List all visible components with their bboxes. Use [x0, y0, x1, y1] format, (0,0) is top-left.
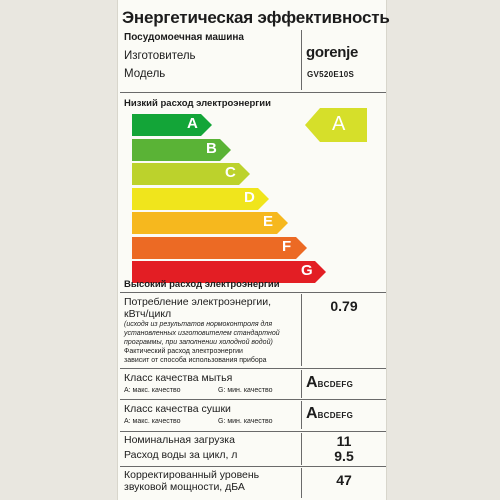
- washing-class: ABCDEFG: [306, 374, 353, 392]
- consumption-note-4: Фактический расход электроэнергии: [124, 348, 243, 355]
- energy-class-d-bar: D: [132, 187, 269, 210]
- consumption-note-3: программы, при заполнении холодной водой…: [124, 339, 273, 346]
- model-label: Модель: [124, 68, 166, 80]
- energy-class-c-bar: C: [132, 163, 250, 185]
- consumption-note-5: зависит от способа использования прибора: [124, 357, 267, 364]
- drying-rule: [120, 431, 386, 432]
- energy-class-letter: A: [187, 115, 198, 132]
- label-title: Энергетическая эффективность: [122, 8, 390, 27]
- capacity-value: 11: [336, 433, 352, 449]
- model-number: GV520E10S: [307, 70, 355, 79]
- washing-class-letter: A: [306, 374, 318, 391]
- energy-class-f-bar: F: [132, 236, 307, 259]
- washing-min-quality: G: мин. качество: [218, 387, 273, 394]
- rating-pointer: A: [305, 108, 367, 142]
- energy-class-g-bar: G: [132, 261, 326, 283]
- drying-divider: [301, 401, 302, 429]
- consumption-value: 0.79: [330, 298, 358, 314]
- energy-class-letter: D: [244, 188, 255, 206]
- washing-class-scale: BCDEFG: [317, 380, 354, 389]
- washing-divider: [301, 370, 302, 398]
- drying-class: ABCDEFG: [306, 405, 353, 423]
- energy-class-a-shape: [132, 114, 212, 136]
- noise-label-2: звуковой мощности, дБА: [124, 481, 245, 493]
- consumption-label-1: Потребление электроэнергии,: [124, 296, 272, 308]
- appliance-type: Посудомоечная машина: [124, 32, 244, 43]
- low-consumption-label: Низкий расход электроэнергии: [124, 98, 271, 109]
- rating-letter: A: [332, 113, 346, 135]
- brand-name: gorenje: [306, 44, 359, 61]
- energy-class-g-shape: [132, 261, 326, 283]
- energy-class-letter: C: [225, 164, 236, 181]
- energy-class-letter: B: [206, 139, 217, 157]
- energy-class-e-shape: [132, 212, 288, 234]
- energy-class-b-shape: [132, 138, 231, 161]
- energy-class-d-shape: [132, 187, 269, 210]
- header-divider: [301, 30, 302, 90]
- consumption-rule: [120, 368, 386, 369]
- consumption-note-2: установленных изготовителем стандартной: [124, 330, 280, 337]
- water-label: Расход воды за цикл, л: [124, 449, 238, 461]
- energy-class-e-bar: E: [132, 212, 288, 234]
- capacity-divider: [301, 433, 302, 465]
- water-rule: [120, 466, 386, 467]
- drying-class-scale: BCDEFG: [317, 411, 354, 420]
- energy-class-f-shape: [132, 236, 307, 259]
- energy-class-letter: E: [263, 213, 274, 230]
- washing-label: Класс качества мытья: [124, 372, 233, 384]
- header-rule: [120, 92, 386, 93]
- washing-rule: [120, 399, 386, 400]
- energy-class-a-bar: A: [132, 114, 212, 136]
- energy-class-b-bar: B: [132, 138, 231, 161]
- drying-min-quality: G: мин. качество: [218, 418, 273, 425]
- high-consumption-label: Высокий расход электроэнергии: [124, 279, 280, 290]
- scale-rule: [120, 292, 386, 293]
- drying-max-quality: А: макс. качество: [124, 418, 181, 425]
- drying-class-letter: A: [306, 405, 318, 422]
- noise-value: 47: [336, 472, 352, 488]
- water-value: 9.5: [334, 448, 354, 464]
- rating-arrow-shape: [305, 108, 367, 142]
- capacity-label: Номинальная загрузка: [124, 434, 235, 446]
- manufacturer-label: Изготовитель: [124, 50, 196, 62]
- energy-class-c-shape: [132, 163, 250, 185]
- drying-label: Класс качества сушки: [124, 403, 231, 415]
- energy-class-letter: F: [282, 237, 292, 255]
- noise-label-1: Корректированный уровень: [124, 469, 260, 481]
- energy-class-letter: G: [301, 262, 313, 279]
- consumption-label-2: кВтч/цикл: [124, 308, 172, 320]
- noise-divider: [301, 468, 302, 498]
- washing-max-quality: А: макс. качество: [124, 387, 181, 394]
- consumption-note-1: (исходя из результатов нормоконтроля для: [124, 321, 273, 328]
- consumption-divider: [301, 294, 302, 366]
